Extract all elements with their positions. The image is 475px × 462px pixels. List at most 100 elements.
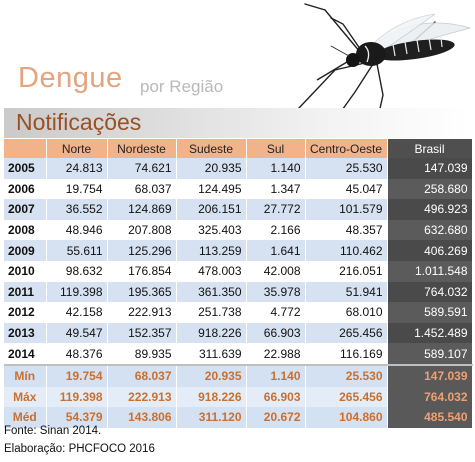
year-cell: 2012	[4, 302, 47, 323]
notifications-table: Norte Nordeste Sudeste Sul Centro-Oeste …	[4, 139, 473, 428]
table-header-row: Norte Nordeste Sudeste Sul Centro-Oeste …	[4, 139, 473, 158]
summary-value-cell: 66.903	[246, 386, 306, 408]
value-cell: 325.403	[176, 219, 247, 241]
value-cell: 101.579	[305, 199, 388, 220]
value-cell: 265.456	[305, 322, 388, 344]
summary-value-cell: 764.032	[387, 386, 473, 408]
summary-value-cell: 19.754	[46, 364, 108, 387]
value-cell: 119.398	[46, 281, 108, 303]
value-cell: 1.347	[246, 178, 306, 200]
value-cell: 589.591	[387, 302, 473, 323]
table-row: 2012 42.158 222.913 251.738 4.772 68.010 589.5…	[4, 302, 473, 323]
value-cell: 478.003	[176, 260, 247, 282]
summary-value-cell: 311.120	[176, 407, 247, 428]
value-cell: 1.452.489	[387, 322, 473, 344]
summary-label: Máx	[4, 386, 47, 408]
value-cell: 2.166	[246, 219, 306, 241]
value-cell: 152.357	[107, 322, 177, 344]
value-cell: 632.680	[387, 219, 473, 241]
value-cell: 764.032	[387, 281, 473, 303]
value-cell: 124.869	[107, 199, 177, 220]
year-cell: 2013	[4, 322, 47, 344]
section-title: Notificações	[16, 109, 142, 135]
value-cell: 207.808	[107, 219, 177, 241]
year-cell: 2007	[4, 199, 47, 220]
year-cell: 2009	[4, 240, 47, 261]
value-cell: 258.680	[387, 178, 473, 200]
table-row: 2014 48.376 89.935 311.639 22.988 116.169 589.…	[4, 343, 473, 366]
value-cell: 589.107	[387, 343, 473, 366]
value-cell: 42.158	[46, 302, 108, 323]
value-cell: 124.495	[176, 178, 247, 200]
page-title: Dengue	[18, 62, 123, 94]
column-header-norte: Norte	[46, 139, 108, 158]
summary-value-cell: 20.672	[246, 407, 306, 428]
year-cell: 2010	[4, 260, 47, 282]
summary-value-cell: 265.456	[305, 386, 388, 408]
table-row: 2005 24.813 74.621 20.935 1.140 25.530 147.039	[4, 158, 473, 179]
table-row: 2010 98.632 176.854 478.003 42.008 216.051 1.0…	[4, 260, 473, 282]
summary-value-cell: 54.379	[46, 407, 108, 428]
header-corner-cell	[4, 139, 47, 158]
summary-label: Méd	[4, 407, 47, 428]
value-cell: 25.530	[305, 158, 388, 179]
value-cell: 45.047	[305, 178, 388, 200]
summary-value-cell: 1.140	[246, 364, 306, 387]
value-cell: 42.008	[246, 260, 306, 282]
column-header-centro-oeste: Centro-Oeste	[305, 139, 388, 158]
value-cell: 89.935	[107, 343, 177, 366]
year-cell: 2008	[4, 219, 47, 241]
value-cell: 147.039	[387, 158, 473, 179]
column-header-nordeste: Nordeste	[107, 139, 177, 158]
value-cell: 51.941	[305, 281, 388, 303]
value-cell: 20.935	[176, 158, 247, 179]
value-cell: 55.611	[46, 240, 108, 261]
summary-row: Mín 19.754 68.037 20.935 1.140 25.530 147.039	[4, 364, 473, 387]
value-cell: 406.269	[387, 240, 473, 261]
table-row: 2009 55.611 125.296 113.259 1.641 110.462 406.…	[4, 240, 473, 261]
value-cell: 74.621	[107, 158, 177, 179]
value-cell: 4.772	[246, 302, 306, 323]
year-cell: 2011	[4, 281, 47, 303]
value-cell: 19.754	[46, 178, 108, 200]
summary-value-cell: 143.806	[107, 407, 177, 428]
summary-value-cell: 485.540	[387, 407, 473, 428]
mosquito-illustration	[298, 3, 472, 122]
value-cell: 1.011.548	[387, 260, 473, 282]
summary-value-cell: 147.039	[387, 364, 473, 387]
value-cell: 116.169	[305, 343, 388, 366]
credit-note: Elaboração: PHCFOCO 2016	[4, 443, 155, 455]
value-cell: 1.641	[246, 240, 306, 261]
summary-row: Méd 54.379 143.806 311.120 20.672 104.860 485.…	[4, 407, 473, 428]
value-cell: 24.813	[46, 158, 108, 179]
value-cell: 361.350	[176, 281, 247, 303]
value-cell: 68.037	[107, 178, 177, 200]
summary-value-cell: 20.935	[176, 364, 247, 387]
value-cell: 110.462	[305, 240, 388, 261]
table-row: 2011 119.398 195.365 361.350 35.978 51.941 764…	[4, 281, 473, 303]
value-cell: 48.357	[305, 219, 388, 241]
value-cell: 195.365	[107, 281, 177, 303]
table-row: 2007 36.552 124.869 206.151 27.772 101.579 496…	[4, 199, 473, 220]
value-cell: 311.639	[176, 343, 247, 366]
value-cell: 68.010	[305, 302, 388, 323]
year-cell: 2014	[4, 343, 47, 366]
value-cell: 36.552	[46, 199, 108, 220]
value-cell: 1.140	[246, 158, 306, 179]
summary-label: Mín	[4, 364, 47, 387]
section-banner: Notificações	[4, 108, 470, 138]
value-cell: 49.547	[46, 322, 108, 344]
table-row: 2013 49.547 152.357 918.226 66.903 265.456 1.4…	[4, 322, 473, 344]
value-cell: 22.988	[246, 343, 306, 366]
summary-value-cell: 918.226	[176, 386, 247, 408]
source-note: Fonte: Sinan 2014.	[4, 425, 102, 437]
value-cell: 206.151	[176, 199, 247, 220]
value-cell: 98.632	[46, 260, 108, 282]
page-subtitle: por Região	[140, 77, 224, 96]
summary-row: Máx 119.398 222.913 918.226 66.903 265.456 764…	[4, 386, 473, 408]
summary-value-cell: 68.037	[107, 364, 177, 387]
value-cell: 48.376	[46, 343, 108, 366]
value-cell: 125.296	[107, 240, 177, 261]
value-cell: 918.226	[176, 322, 247, 344]
summary-value-cell: 104.860	[305, 407, 388, 428]
